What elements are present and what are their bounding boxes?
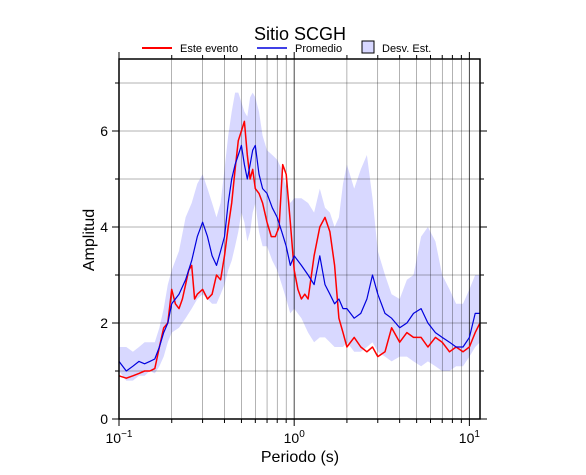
legend-event-label: Este evento xyxy=(180,43,238,55)
plot-frame xyxy=(118,58,481,420)
y-tick-label: 6 xyxy=(100,123,108,139)
ticks-layer: 0 2 4 6 10−1 100 101 xyxy=(100,52,487,446)
y-tick-label: 2 xyxy=(100,315,108,331)
plot-border xyxy=(118,58,481,420)
y-axis-title: Amplitud xyxy=(81,209,98,271)
std-band-area xyxy=(119,92,480,381)
y-tick-label: 0 xyxy=(100,411,108,427)
legend: Este evento Promedio Desv. Est. xyxy=(142,40,431,55)
legend-std-label: Desv. Est. xyxy=(382,43,431,55)
chart-title: Sitio SCGH xyxy=(254,24,346,44)
y-tick-label: 4 xyxy=(100,219,108,235)
std-band-layer xyxy=(119,92,480,381)
x-tick-label: 101 xyxy=(459,429,481,446)
legend-std-swatch xyxy=(361,40,375,54)
x-tick-label: 10−1 xyxy=(106,429,133,446)
x-tick-label: 100 xyxy=(284,429,306,446)
series-layer xyxy=(118,120,481,379)
event-series-line xyxy=(118,120,481,379)
x-axis-title: Periodo (s) xyxy=(261,449,339,466)
mean-series-line xyxy=(118,144,480,372)
legend-mean-label: Promedio xyxy=(295,43,342,55)
